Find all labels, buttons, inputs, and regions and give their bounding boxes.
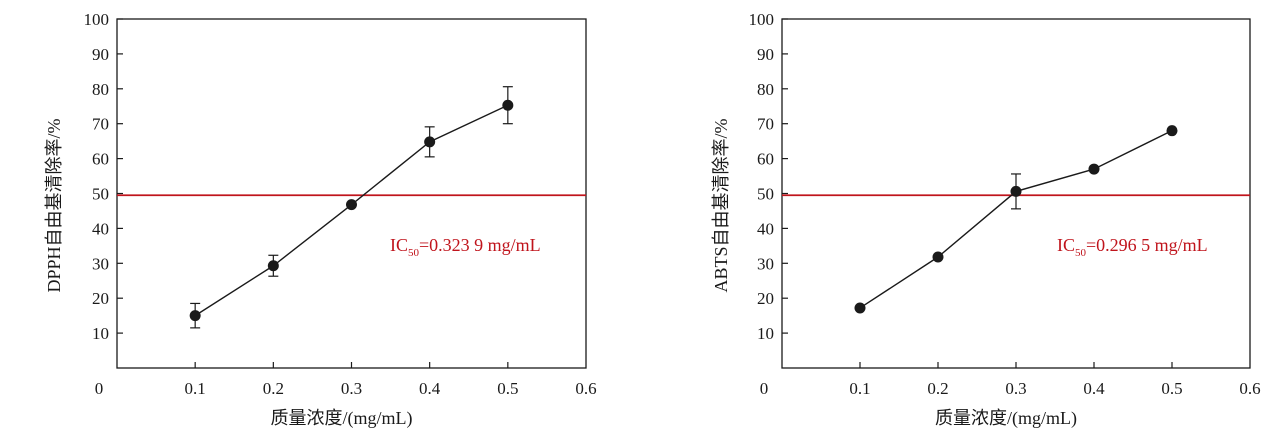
x-tick-label: 0.4: [1083, 379, 1105, 398]
y-tick-label: 10: [757, 324, 774, 343]
data-point: [502, 99, 514, 111]
chart-2: 10 20 30 40 50 60 70 80 90 100 0 0.1 0.2 0.3 0.4 0.5 0.6…: [711, 10, 1261, 429]
data-point: [1088, 163, 1100, 175]
x-tick-label: 0.2: [263, 379, 284, 398]
data-point: [424, 136, 436, 148]
y-tick-label: 40: [757, 219, 774, 238]
y-tick-label: 60: [92, 150, 109, 169]
data-point: [932, 251, 944, 263]
x-tick-label: 0.1: [849, 379, 870, 398]
x-tick-label: 0: [95, 379, 104, 398]
data-point: [267, 260, 279, 272]
y-tick-label: 100: [749, 10, 775, 29]
y-tick-label: 60: [757, 150, 774, 169]
ic50-annotation: IC50=0.296 5 mg/mL: [1057, 235, 1208, 259]
series-line: [859, 130, 1173, 309]
y-tick-label: 30: [92, 254, 109, 273]
x-axis-title: 质量浓度/(mg/mL): [271, 408, 413, 429]
data-point: [854, 302, 866, 314]
y-axis-title: ABTS自由基清除率/%: [711, 118, 731, 292]
plot-frame: [116, 18, 587, 369]
y-tick-label: 40: [92, 219, 109, 238]
x-tick-label: 0.3: [1005, 379, 1026, 398]
y-tick-label: 10: [92, 324, 109, 343]
data-point: [1010, 185, 1022, 197]
y-tick-label: 70: [92, 115, 109, 134]
ic50-annotation: IC50=0.323 9 mg/mL: [390, 235, 541, 259]
y-tick-label: 90: [757, 45, 774, 64]
y-tick-label: 70: [757, 115, 774, 134]
chart-1: 10 20 30 40 50 60 70 80 90 100 0 0.1 0.2 0.3 0.4 0.5 0.6…: [44, 10, 597, 429]
y-tick-label: 100: [84, 10, 110, 29]
x-tick-label: 0.3: [341, 379, 362, 398]
x-tick-label: 0.5: [1161, 379, 1182, 398]
y-axis-title: DPPH自由基清除率/%: [44, 118, 64, 292]
x-tick-label: 0.6: [1239, 379, 1260, 398]
y-tick-label: 30: [757, 254, 774, 273]
x-tick-label: 0.5: [497, 379, 518, 398]
data-point: [1166, 125, 1178, 137]
series-line: [194, 104, 509, 317]
x-tick-label: 0.2: [927, 379, 948, 398]
y-tick-label: 80: [757, 80, 774, 99]
x-tick-label: 0.1: [185, 379, 206, 398]
y-tick-label: 20: [757, 289, 774, 308]
y-tick-label: 90: [92, 45, 109, 64]
y-tick-label: 20: [92, 289, 109, 308]
y-tick-label: 50: [92, 185, 109, 204]
data-point: [189, 310, 201, 322]
x-tick-label: 0: [760, 379, 769, 398]
x-tick-label: 0.4: [419, 379, 441, 398]
data-point: [346, 199, 357, 211]
y-tick-label: 50: [757, 185, 774, 204]
y-tick-label: 80: [92, 80, 109, 99]
x-axis-title: 质量浓度/(mg/mL): [935, 408, 1077, 429]
x-tick-label: 0.6: [575, 379, 596, 398]
